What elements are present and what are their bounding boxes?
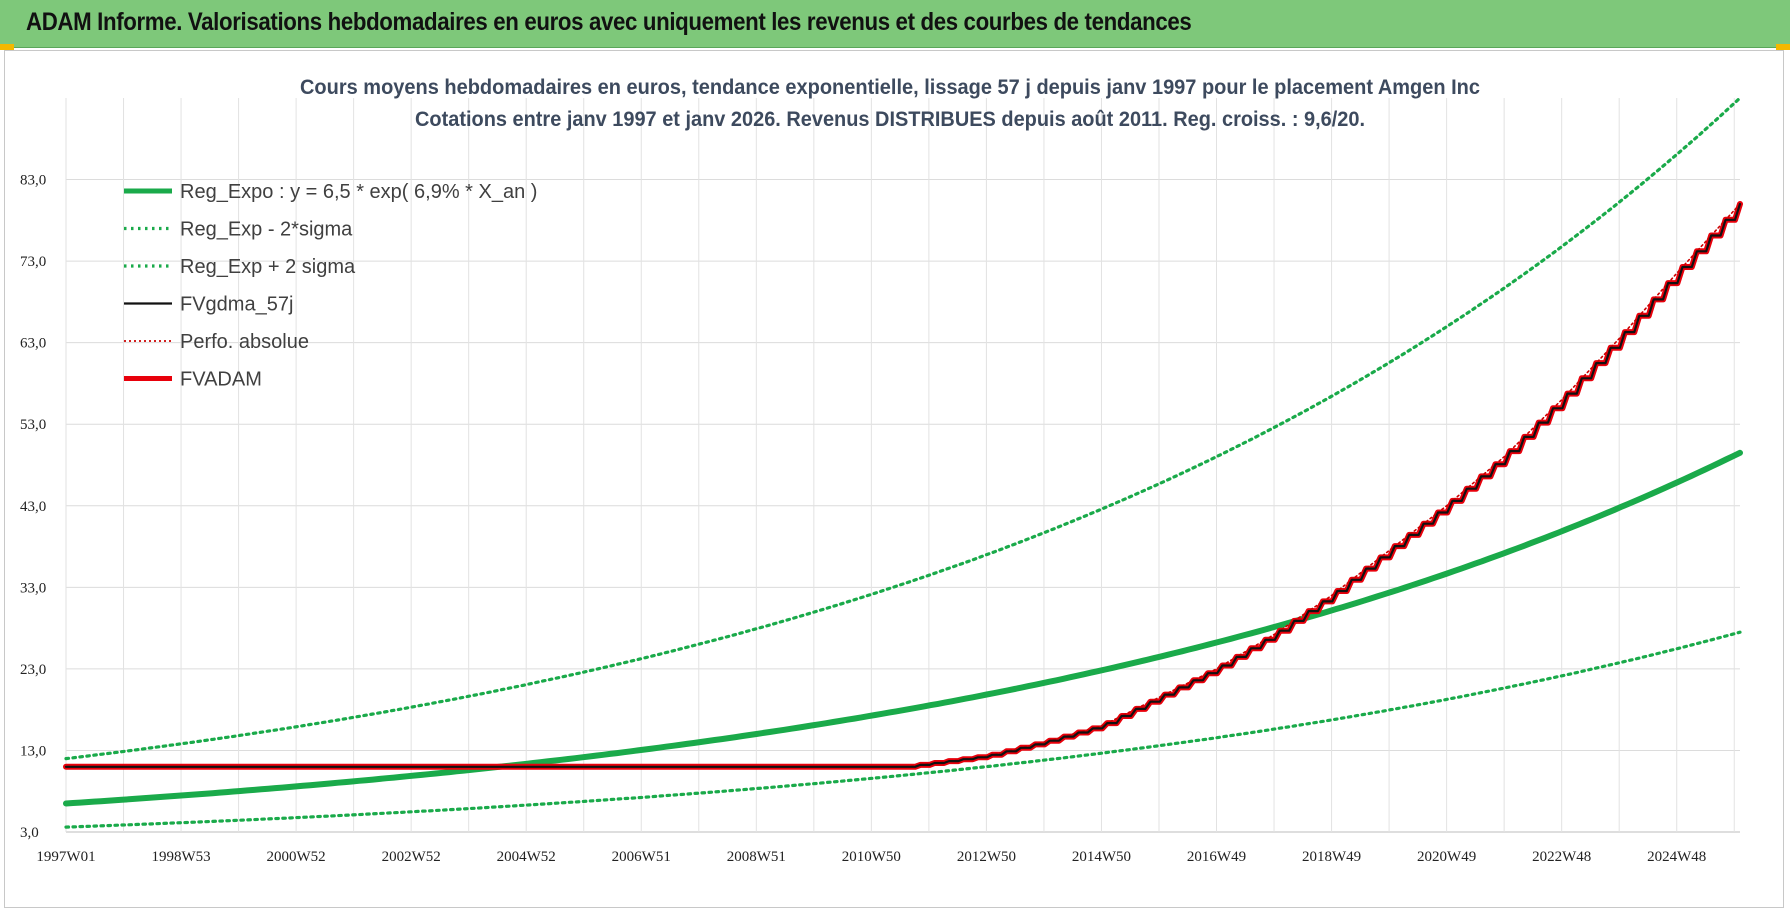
grid-layer <box>65 98 1740 833</box>
report-title: ADAM Informe. Valorisations hebdomadaire… <box>26 8 1192 36</box>
corner-mark <box>1776 44 1790 50</box>
series-line-1 <box>63 449 1743 807</box>
chart-subtitle: Cotations entre janv 1997 et janv 2026. … <box>415 108 1365 131</box>
legend-label: Reg_Exp + 2 sigma <box>180 256 356 278</box>
x-tick-label: 2008W51 <box>727 849 786 865</box>
x-tick-label: 1998W53 <box>151 849 210 865</box>
series-line-4 <box>64 202 1742 768</box>
y-tick-label: 3,0 <box>20 825 39 841</box>
y-tick-label: 83,0 <box>20 173 46 189</box>
legend-label: FVADAM <box>180 369 262 391</box>
x-tick-label: 2022W48 <box>1532 849 1591 865</box>
x-tick-label: 2016W49 <box>1187 849 1246 865</box>
legend-label: Reg_Exp - 2*sigma <box>180 219 353 241</box>
legend: Reg_Expo : y = 6,5 * exp( 6,9% * X_an ) R… <box>124 181 537 391</box>
x-tick-label: 2012W50 <box>957 849 1016 865</box>
y-tick-label: 33,0 <box>20 580 46 596</box>
chart-title: Cours moyens hebdomadaires en euros, ten… <box>300 76 1480 99</box>
x-tick-label: 2000W52 <box>267 849 326 865</box>
legend-label: Perfo. absolue <box>180 331 309 353</box>
y-tick-label: 73,0 <box>20 254 46 270</box>
series-layer <box>63 96 1743 829</box>
legend-label: FVgdma_57j <box>180 294 293 316</box>
y-tick-label: 63,0 <box>20 336 46 352</box>
report-banner: ADAM Informe. Valorisations hebdomadaire… <box>0 0 1790 48</box>
series-line-5 <box>65 203 1741 768</box>
x-tick-label: 2004W52 <box>497 849 556 865</box>
series-line-3 <box>64 96 1742 761</box>
corner-mark <box>0 44 14 50</box>
x-tick-label: 1997W01 <box>36 849 95 865</box>
x-tick-label: 2018W49 <box>1302 849 1361 865</box>
y-tick-label: 23,0 <box>20 662 46 678</box>
x-tick-label: 2010W50 <box>842 849 901 865</box>
legend-label: Reg_Expo : y = 6,5 * exp( 6,9% * X_an ) <box>180 181 537 203</box>
x-tick-label: 2014W50 <box>1072 849 1131 865</box>
series-line-2 <box>64 630 1742 829</box>
y-tick-label: 53,0 <box>20 417 46 433</box>
y-tick-label: 13,0 <box>20 743 46 759</box>
y-tick-label: 43,0 <box>20 499 46 515</box>
series-line-6 <box>63 201 1743 770</box>
x-tick-label: 2002W52 <box>382 849 441 865</box>
chart-frame <box>4 50 1784 908</box>
x-tick-label: 2020W49 <box>1417 849 1476 865</box>
x-tick-label: 2006W51 <box>612 849 671 865</box>
axis-layer: 3,0 13,0 23,0 33,0 43,0 53,0 63,0 73,0 83,0 1997W… <box>20 173 1706 865</box>
x-tick-label: 2024W48 <box>1647 849 1706 865</box>
